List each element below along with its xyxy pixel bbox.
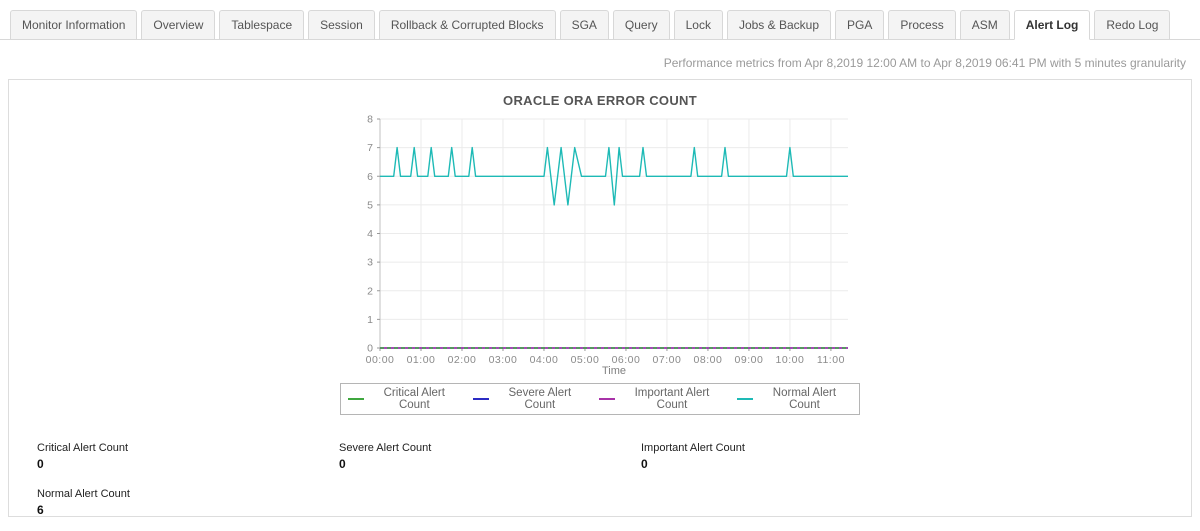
y-tick-label: 3 [367,257,373,269]
y-tick-label: 1 [367,314,373,326]
legend-item-important-alert-count: Important Alert Count [599,387,725,411]
tab-process[interactable]: Process [888,10,956,40]
legend-label: Severe Alert Count [508,387,572,411]
stat-value: 0 [641,457,648,471]
legend-label: Critical Alert Count [383,387,445,411]
legend-label: Important Alert Count [634,387,710,411]
tab-lock[interactable]: Lock [673,10,723,40]
tab-rollback-corrupted-blocks[interactable]: Rollback & Corrupted Blocks [378,10,556,40]
tab-alert-log[interactable]: Alert Log [1013,10,1091,40]
legend-dash-icon [472,398,489,400]
series-line-normal-alert-count [380,146,848,206]
y-tick-label: 5 [367,199,373,211]
tab-monitor-information[interactable]: Monitor Information [10,10,138,40]
stat-label: Important Alert Count [641,442,745,454]
stat-severe-alert-count: Severe Alert Count 0 [339,442,641,471]
stat-label: Normal Alert Count [37,488,130,500]
x-tick-label: 02:00 [448,354,477,366]
alert-count-summary: Critical Alert Count 0 Severe Alert Count 0… [9,415,1191,517]
metrics-period-text: Performance metrics from Apr 8,2019 12:0… [663,56,1186,70]
x-tick-label: 00:00 [366,354,395,366]
tab-pga[interactable]: PGA [835,10,885,40]
legend-dash-icon [737,398,753,400]
x-tick-label: 05:00 [571,354,600,366]
stat-value: 0 [37,457,44,471]
x-tick-label: 01:00 [407,354,436,366]
x-tick-label: 10:00 [776,354,805,366]
y-tick-label: 6 [367,171,373,183]
y-tick-label: 8 [367,114,373,126]
legend-item-critical-alert-count: Critical Alert Count [348,387,461,411]
x-tick-label: 06:00 [612,354,641,366]
legend-dash-icon [348,398,364,400]
stat-label: Critical Alert Count [37,442,129,454]
legend-item-severe-alert-count: Severe Alert Count [472,387,587,411]
tab-redo-log[interactable]: Redo Log [1094,10,1171,40]
x-tick-label: 04:00 [530,354,559,366]
x-tick-label: 11:00 [817,354,845,366]
chart-title: ORACLE ORA ERROR COUNT [503,93,697,108]
stat-value: 0 [339,457,346,471]
stat-critical-alert-count: Critical Alert Count 0 [37,442,339,471]
y-tick-label: 4 [367,228,373,240]
chart-block: ORACLE ORA ERROR COUNT 0 1 2 3 4 5 6 7 8 00:00 01:… [340,93,860,415]
x-tick-label: 08:00 [694,354,723,366]
tab-query[interactable]: Query [612,10,670,40]
x-tick-label: 03:00 [489,354,518,366]
chart-legend: Critical Alert Count Severe Alert Count Im… [340,383,860,415]
tab-jobs-backup[interactable]: Jobs & Backup [726,10,831,40]
ora-error-count-chart: 0 1 2 3 4 5 6 7 8 00:00 01:00 02:00 03:00 04:00 05:00 0… [340,111,860,382]
y-tick-label: 7 [367,142,373,154]
x-tick-label: 09:00 [735,354,764,366]
stat-value: 6 [37,503,44,517]
tab-bar: Monitor Information Overview Tablespace Ses… [0,0,1200,40]
tab-sga[interactable]: SGA [559,10,609,40]
y-tick-label: 2 [367,285,373,297]
legend-item-normal-alert-count: Normal Alert Count [737,387,852,411]
alert-log-panel: ORACLE ORA ERROR COUNT 0 1 2 3 4 5 6 7 8 00:00 01:… [8,79,1192,517]
legend-label: Normal Alert Count [772,387,837,411]
tab-session[interactable]: Session [308,10,375,40]
chart-canvas: 0 1 2 3 4 5 6 7 8 00:00 01:00 02:00 03:00 04:00 05:00 0… [366,114,848,377]
tab-tablespace[interactable]: Tablespace [219,10,305,40]
stat-normal-alert-count: Normal Alert Count 6 [37,488,339,517]
page: Monitor Information Overview Tablespace Ses… [0,0,1200,517]
tab-asm[interactable]: ASM [959,10,1010,40]
tab-overview[interactable]: Overview [141,10,216,40]
y-tick-label: 0 [367,343,373,355]
stat-important-alert-count: Important Alert Count 0 [641,442,1191,471]
stat-label: Severe Alert Count [339,442,432,454]
x-tick-label: 07:00 [653,354,682,366]
x-axis-title: Time [602,365,626,377]
legend-dash-icon [599,398,615,400]
